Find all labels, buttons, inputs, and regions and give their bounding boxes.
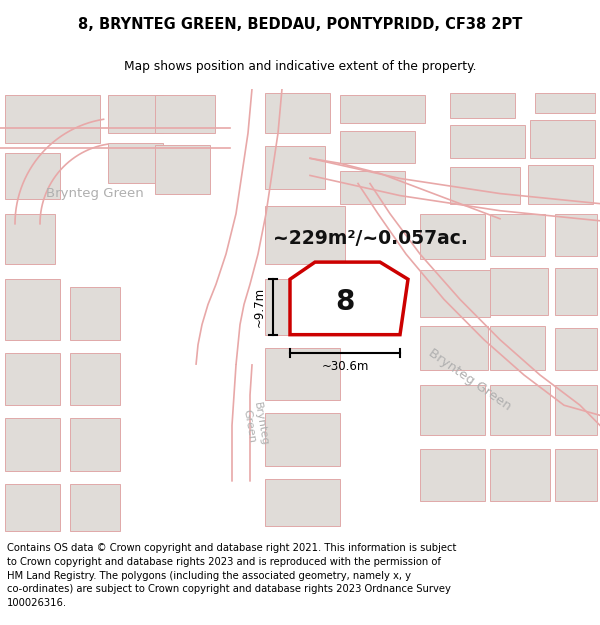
Polygon shape bbox=[555, 449, 597, 501]
Polygon shape bbox=[108, 95, 163, 133]
Polygon shape bbox=[555, 214, 597, 256]
Text: Brynteg Green: Brynteg Green bbox=[426, 347, 514, 413]
Polygon shape bbox=[70, 288, 120, 340]
Polygon shape bbox=[5, 353, 60, 405]
Polygon shape bbox=[528, 166, 593, 204]
Text: 8, BRYNTEG GREEN, BEDDAU, PONTYPRIDD, CF38 2PT: 8, BRYNTEG GREEN, BEDDAU, PONTYPRIDD, CF… bbox=[78, 18, 522, 32]
Polygon shape bbox=[340, 171, 405, 204]
Polygon shape bbox=[420, 270, 490, 316]
Polygon shape bbox=[155, 145, 210, 194]
Text: ~229m²/~0.057ac.: ~229m²/~0.057ac. bbox=[272, 229, 467, 248]
Polygon shape bbox=[265, 279, 340, 334]
Polygon shape bbox=[265, 413, 340, 466]
Polygon shape bbox=[420, 326, 488, 370]
Polygon shape bbox=[5, 153, 60, 199]
Polygon shape bbox=[70, 353, 120, 405]
Text: ~30.6m: ~30.6m bbox=[322, 361, 368, 373]
Polygon shape bbox=[490, 326, 545, 370]
Polygon shape bbox=[420, 214, 485, 259]
Polygon shape bbox=[530, 120, 595, 158]
Polygon shape bbox=[340, 95, 425, 123]
Polygon shape bbox=[555, 328, 597, 370]
Text: 8: 8 bbox=[335, 288, 355, 316]
Polygon shape bbox=[265, 146, 325, 189]
Polygon shape bbox=[265, 348, 340, 400]
Polygon shape bbox=[70, 418, 120, 471]
Text: ~9.7m: ~9.7m bbox=[253, 287, 265, 327]
Polygon shape bbox=[5, 279, 60, 340]
Polygon shape bbox=[555, 385, 597, 436]
Polygon shape bbox=[490, 449, 550, 501]
Polygon shape bbox=[265, 479, 340, 526]
Text: Contains OS data © Crown copyright and database right 2021. This information is : Contains OS data © Crown copyright and d… bbox=[7, 543, 457, 608]
Polygon shape bbox=[155, 95, 215, 133]
Polygon shape bbox=[265, 92, 330, 133]
Polygon shape bbox=[5, 484, 60, 531]
Polygon shape bbox=[555, 268, 597, 314]
Polygon shape bbox=[340, 131, 415, 163]
Polygon shape bbox=[265, 206, 345, 264]
Polygon shape bbox=[490, 214, 545, 256]
Polygon shape bbox=[5, 95, 100, 143]
Text: Map shows position and indicative extent of the property.: Map shows position and indicative extent… bbox=[124, 60, 476, 73]
Text: Brynteg
Green: Brynteg Green bbox=[241, 402, 269, 449]
Polygon shape bbox=[108, 143, 163, 184]
Text: Brynteg Green: Brynteg Green bbox=[46, 187, 144, 200]
Polygon shape bbox=[490, 385, 550, 436]
Polygon shape bbox=[290, 262, 408, 334]
Polygon shape bbox=[450, 125, 525, 158]
Polygon shape bbox=[450, 92, 515, 118]
Polygon shape bbox=[420, 449, 485, 501]
Polygon shape bbox=[5, 214, 55, 264]
Polygon shape bbox=[70, 484, 120, 531]
Polygon shape bbox=[490, 268, 548, 314]
Polygon shape bbox=[535, 92, 595, 113]
Polygon shape bbox=[420, 385, 485, 436]
Polygon shape bbox=[5, 418, 60, 471]
Polygon shape bbox=[450, 168, 520, 204]
